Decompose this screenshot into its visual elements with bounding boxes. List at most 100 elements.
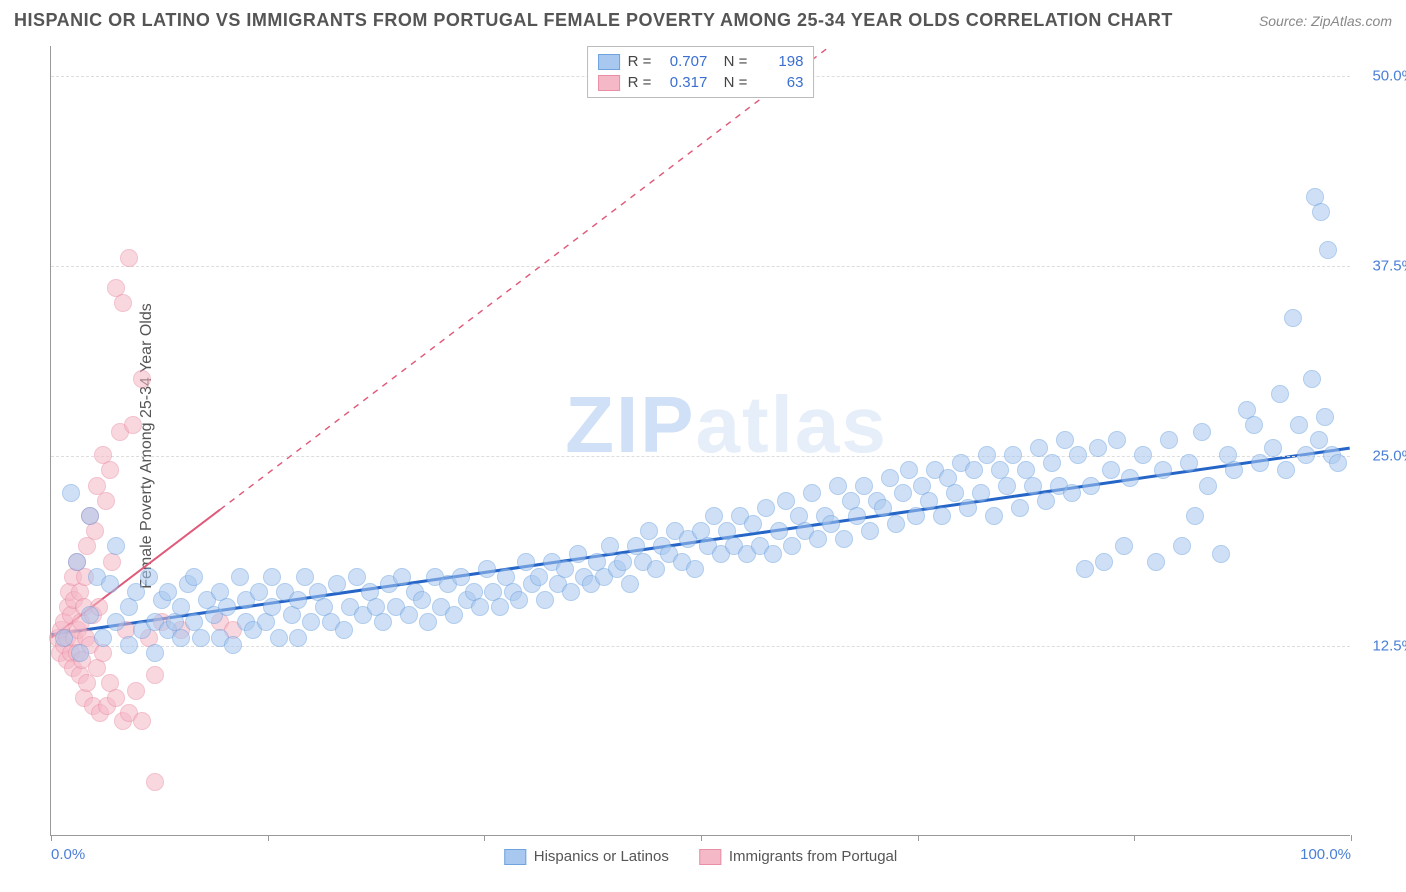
scatter-point (998, 477, 1016, 495)
scatter-point (289, 629, 307, 647)
scatter-point (1037, 492, 1055, 510)
y-tick-label: 50.0% (1355, 68, 1406, 85)
scatter-point (62, 484, 80, 502)
scatter-point (101, 461, 119, 479)
x-tick (484, 835, 485, 841)
legend-swatch-blue (598, 54, 620, 70)
scatter-point (1264, 439, 1282, 457)
legend-item-hispanics: Hispanics or Latinos (504, 848, 669, 865)
scatter-point (965, 461, 983, 479)
scatter-point (764, 545, 782, 563)
n-value-2: 63 (755, 74, 803, 91)
n-label-2: N = (715, 74, 747, 91)
scatter-point (972, 484, 990, 502)
scatter-point (978, 446, 996, 464)
legend-swatch-hispanics (504, 849, 526, 865)
scatter-point (97, 492, 115, 510)
scatter-point (783, 537, 801, 555)
scatter-point (120, 636, 138, 654)
scatter-point (1024, 477, 1042, 495)
x-tick (268, 835, 269, 841)
scatter-point (1043, 454, 1061, 472)
scatter-point (855, 477, 873, 495)
scatter-point (900, 461, 918, 479)
legend-item-portugal: Immigrants from Portugal (699, 848, 897, 865)
trendline-dashed (220, 46, 830, 510)
scatter-point (510, 591, 528, 609)
scatter-point (146, 644, 164, 662)
scatter-point (107, 689, 125, 707)
scatter-point (393, 568, 411, 586)
scatter-point (133, 712, 151, 730)
scatter-point (894, 484, 912, 502)
scatter-point (413, 591, 431, 609)
trend-lines-svg (51, 46, 1350, 835)
scatter-point (1160, 431, 1178, 449)
scatter-point (1102, 461, 1120, 479)
scatter-point (1193, 423, 1211, 441)
scatter-point (107, 537, 125, 555)
scatter-point (400, 606, 418, 624)
scatter-point (452, 568, 470, 586)
scatter-point (1063, 484, 1081, 502)
scatter-point (1329, 454, 1347, 472)
x-tick (918, 835, 919, 841)
scatter-point (1180, 454, 1198, 472)
scatter-point (887, 515, 905, 533)
scatter-point (127, 583, 145, 601)
scatter-point (1199, 477, 1217, 495)
correlation-legend: R = 0.707 N = 198 R = 0.317 N = 63 (587, 46, 815, 98)
scatter-point (1147, 553, 1165, 571)
scatter-point (1089, 439, 1107, 457)
scatter-point (569, 545, 587, 563)
scatter-point (1108, 431, 1126, 449)
scatter-point (1076, 560, 1094, 578)
scatter-point (881, 469, 899, 487)
scatter-point (601, 537, 619, 555)
scatter-point (127, 682, 145, 700)
legend-label-portugal: Immigrants from Portugal (729, 848, 897, 865)
scatter-point (1319, 241, 1337, 259)
gridline-h (51, 646, 1350, 647)
r-label-1: R = (628, 53, 652, 70)
scatter-point (829, 477, 847, 495)
gridline-h (51, 456, 1350, 457)
scatter-point (1095, 553, 1113, 571)
scatter-point (263, 598, 281, 616)
scatter-point (296, 568, 314, 586)
scatter-point (1056, 431, 1074, 449)
gridline-h (51, 266, 1350, 267)
x-tick-label: 100.0% (1300, 846, 1351, 863)
plot-area: ZIPatlas R = 0.707 N = 198 R = 0.317 N =… (50, 46, 1350, 836)
scatter-point (1069, 446, 1087, 464)
scatter-point (1134, 446, 1152, 464)
scatter-point (103, 553, 121, 571)
scatter-point (959, 499, 977, 517)
scatter-point (1154, 461, 1172, 479)
scatter-point (71, 644, 89, 662)
scatter-point (133, 370, 151, 388)
scatter-point (328, 575, 346, 593)
scatter-point (146, 773, 164, 791)
r-value-1: 0.707 (659, 53, 707, 70)
scatter-point (81, 507, 99, 525)
scatter-point (848, 507, 866, 525)
scatter-point (224, 636, 242, 654)
y-tick-label: 25.0% (1355, 448, 1406, 465)
scatter-point (705, 507, 723, 525)
scatter-point (1030, 439, 1048, 457)
scatter-point (231, 568, 249, 586)
x-tick-label: 0.0% (51, 846, 85, 863)
scatter-point (1310, 431, 1328, 449)
scatter-point (374, 613, 392, 631)
scatter-point (562, 583, 580, 601)
scatter-point (1082, 477, 1100, 495)
scatter-point (835, 530, 853, 548)
scatter-point (270, 629, 288, 647)
scatter-point (159, 583, 177, 601)
scatter-point (94, 629, 112, 647)
scatter-point (1290, 416, 1308, 434)
scatter-point (1245, 416, 1263, 434)
x-tick (1134, 835, 1135, 841)
scatter-point (770, 522, 788, 540)
